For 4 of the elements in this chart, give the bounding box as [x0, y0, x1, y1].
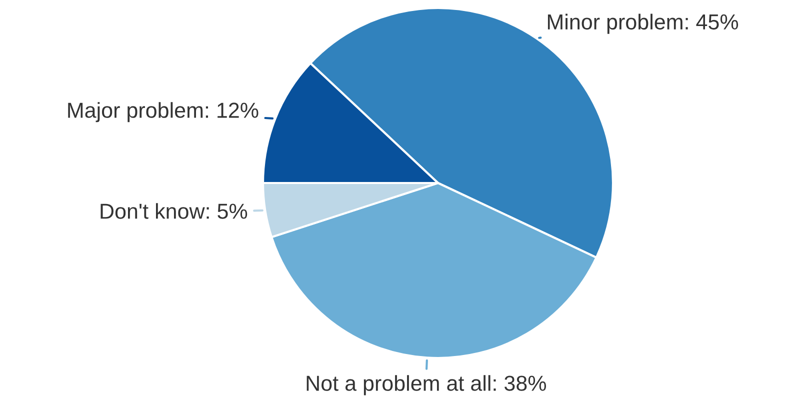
- slice-label: Major problem: 12%: [68, 102, 258, 122]
- slice-label: Not a problem at all: 38%: [306, 375, 546, 396]
- slice-label: Minor problem: 45%: [548, 14, 738, 34]
- slice-label: Don't know: 5%: [100, 203, 248, 219]
